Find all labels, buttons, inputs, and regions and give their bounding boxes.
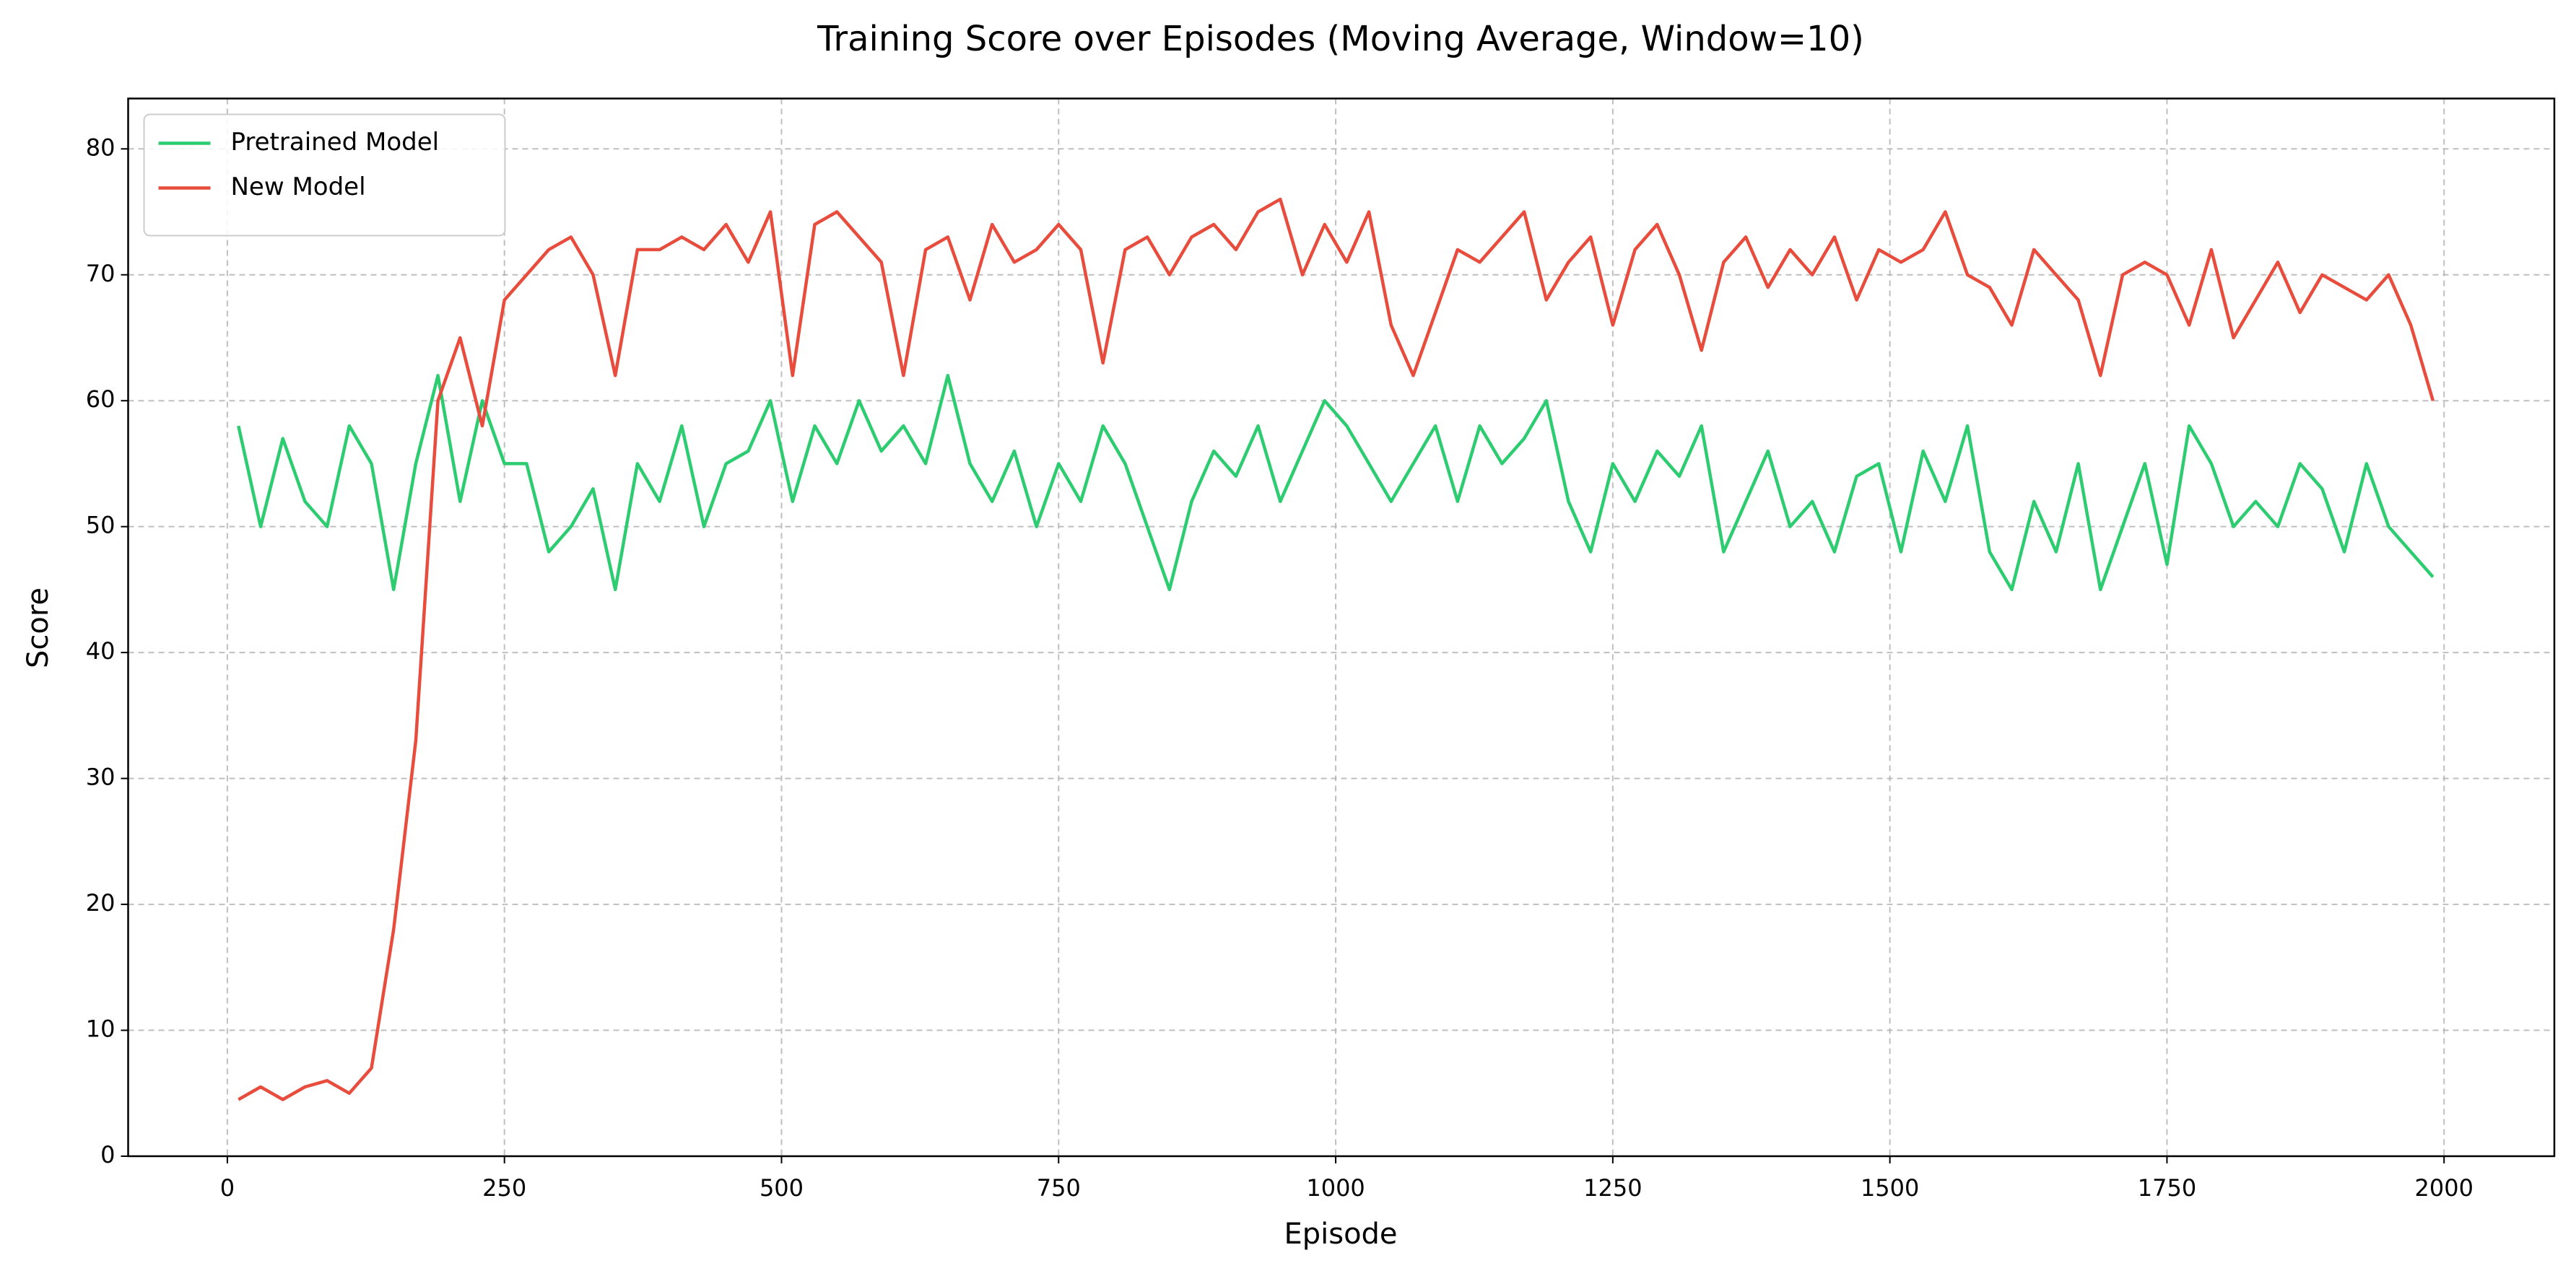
plot-frame	[127, 97, 2556, 1158]
chart-title: Training Score over Episodes (Moving Ave…	[817, 19, 1864, 59]
y-tick-label: 80	[86, 134, 116, 161]
y-tick-label: 50	[86, 512, 116, 539]
legend-label: New Model	[231, 172, 366, 201]
y-axis-label: Score	[22, 587, 55, 668]
x-tick-label: 1750	[2138, 1174, 2196, 1202]
y-tick-label: 10	[86, 1015, 116, 1043]
x-axis-label: Episode	[1284, 1218, 1397, 1251]
y-tick-label: 20	[86, 889, 116, 917]
data-line	[237, 374, 2434, 592]
y-tick-label: 70	[86, 260, 116, 287]
x-tick-label: 500	[760, 1174, 804, 1202]
x-tick-label: 1500	[1861, 1174, 1919, 1202]
x-tick-label: 1000	[1306, 1174, 1365, 1202]
x-tick-label: 1250	[1583, 1174, 1642, 1202]
legend-box	[143, 113, 506, 237]
x-tick-label: 250	[482, 1174, 526, 1202]
x-tick-label: 2000	[2415, 1174, 2473, 1202]
y-tick-label: 40	[86, 637, 116, 665]
x-tick-label: 0	[220, 1174, 235, 1202]
data-line	[238, 197, 2435, 1101]
y-tick-label: 30	[86, 764, 116, 791]
y-tick-label: 0	[100, 1141, 115, 1168]
legend-label: Pretrained Model	[231, 128, 440, 157]
y-tick-label: 60	[86, 385, 116, 413]
x-tick-label: 750	[1037, 1174, 1081, 1202]
